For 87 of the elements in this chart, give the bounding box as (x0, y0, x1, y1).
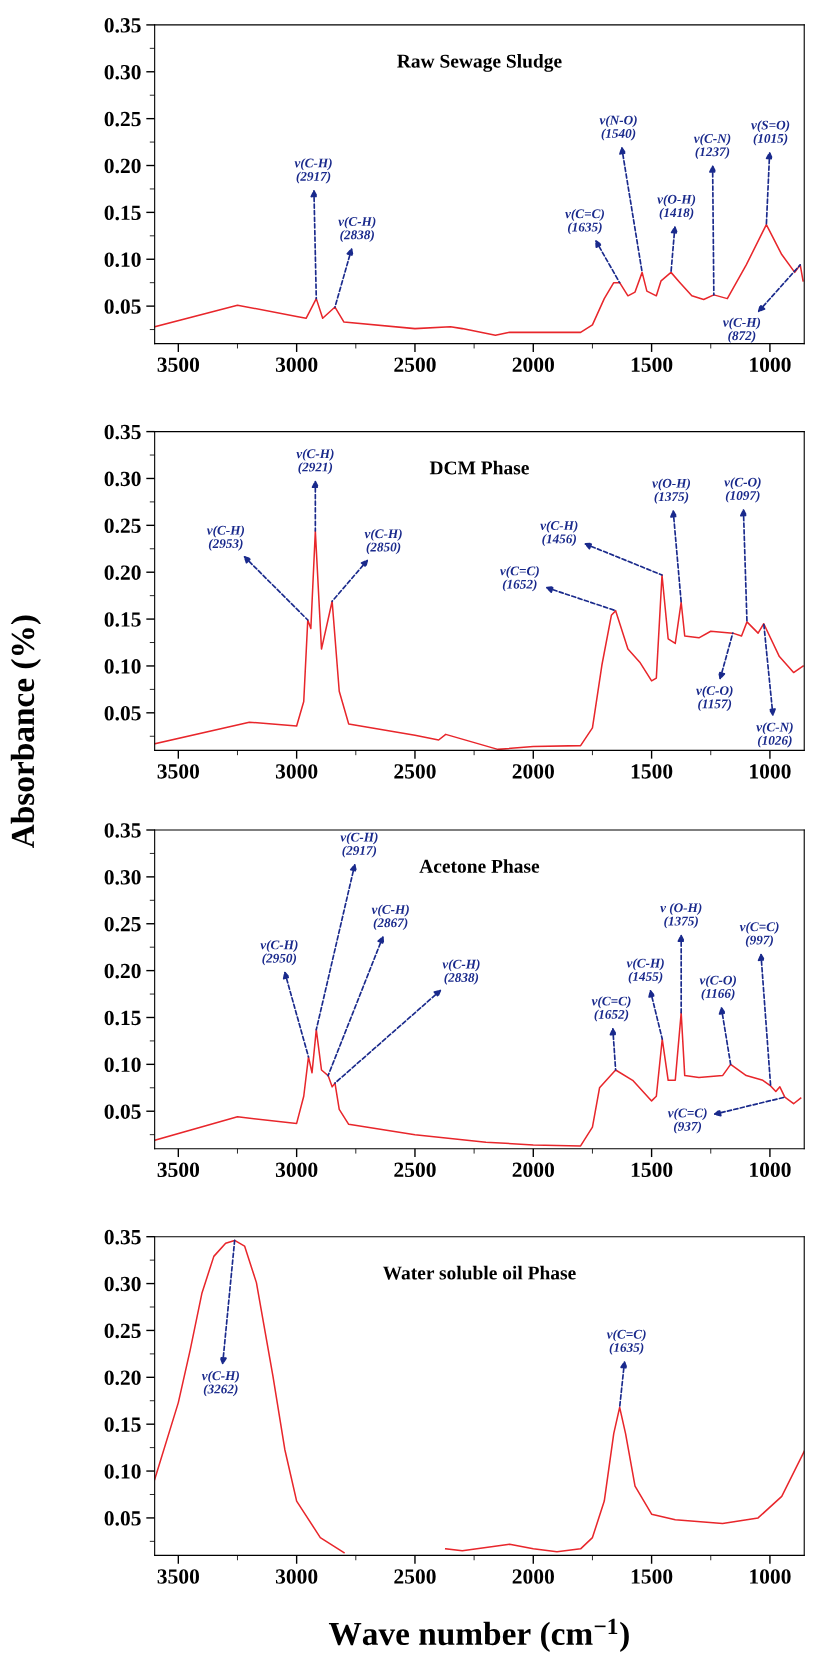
annotation: v(C-H) (2921) (296, 448, 334, 475)
y-tick-label: 0.20 (104, 565, 141, 580)
x-tick-label: 3500 (157, 1569, 200, 1584)
y-tick-label: 0.05 (104, 1511, 141, 1526)
annotation: v(C=C) (1652) (591, 996, 631, 1022)
y-tick-label: 0.25 (104, 1323, 141, 1339)
x-tick-label: 2500 (394, 764, 436, 779)
annotation: v(C=C) (1652) (500, 566, 539, 592)
annotation: v(C-H) (2917) (294, 158, 332, 184)
annotation: v(C=C) (937) (667, 1108, 707, 1134)
x-axis-title: Wave number (cm$^{−1}$) (328, 1618, 629, 1652)
annotation: v(O-H) (1375) (652, 478, 691, 504)
annotation: v(O-H) (1418) (657, 194, 696, 220)
x-tick-label: 1000 (750, 357, 791, 372)
y-tick-label: 0.15 (104, 612, 141, 627)
annotation: v(N-O) (1540) (599, 115, 637, 141)
y-tick-label: 0.25 (104, 916, 141, 932)
y-tick-label: 0.15 (104, 1417, 141, 1432)
x-tick-label: 2000 (512, 1569, 554, 1584)
y-tick-label: 0.35 (104, 823, 141, 838)
x-tick-label: 3500 (157, 357, 200, 372)
text: Acetone Phase (419, 859, 540, 873)
x-tick-label: 1500 (631, 764, 673, 779)
annotation: v(C-N) (1237) (693, 133, 731, 159)
annotation: v(C-H) (2850) (364, 528, 402, 555)
annotation: v(C-H) (2917) (340, 832, 378, 858)
annotation: v(C-H) (872) (722, 317, 761, 343)
x-tick-label: 3500 (157, 1162, 200, 1178)
x-tick-label: 1000 (750, 764, 791, 779)
annotation: v(C-O) (1166) (699, 975, 736, 1001)
text: DCM Phase (429, 460, 529, 475)
annotation: v(C=C) (997) (739, 921, 779, 948)
text: Raw Sewage Sludge (397, 54, 562, 72)
x-tick-label: 2500 (394, 357, 436, 372)
y-tick-label: 0.30 (104, 471, 141, 487)
x-tick-label: 1500 (631, 1162, 673, 1178)
y-tick-label: 0.25 (104, 111, 141, 127)
x-tick-label: 2500 (394, 1162, 436, 1178)
y-tick-label: 0.20 (104, 1370, 141, 1386)
y-tick-label: 0.30 (104, 870, 141, 885)
annotation: v(C-N) (1026) (756, 722, 793, 748)
y-tick-label: 0.20 (104, 963, 141, 979)
y-tick-label: 0.15 (104, 205, 141, 221)
y-tick-label: 0.35 (104, 1229, 141, 1245)
x-tick-label: 2000 (512, 764, 554, 779)
x-tick-label: 3000 (275, 357, 318, 372)
annotation: v(C-H) (1455) (626, 958, 664, 984)
annotation: v (O-H) (1375) (660, 902, 702, 929)
x-tick-label: 3000 (275, 764, 318, 779)
x-tick-label: 3000 (275, 1162, 318, 1178)
y-axis-title: Absorbance (%) (10, 615, 41, 848)
y-tick-label: 0.10 (104, 1464, 141, 1479)
y-tick-label: 0.05 (104, 299, 141, 314)
y-tick-label: 0.05 (104, 1104, 141, 1119)
annotation: v(C-H) (1456) (540, 520, 578, 547)
x-tick-label: 1500 (631, 1569, 673, 1584)
annotation: v(C-H) (2950) (260, 940, 298, 966)
y-tick-label: 0.10 (104, 252, 141, 268)
annotation: v(C-H) (2867) (371, 904, 409, 930)
y-tick-label: 0.05 (104, 705, 141, 721)
x-tick-label: 1500 (631, 357, 673, 372)
annotation: v(C-H) (2838) (442, 959, 480, 985)
y-tick-label: 0.25 (104, 518, 141, 534)
text: Water soluble oil Phase (382, 1265, 576, 1280)
y-tick-label: 0.30 (104, 1276, 141, 1292)
annotation: v(S=O) (1015) (751, 120, 790, 146)
annotation: v(C-O) (1157) (696, 685, 733, 712)
x-tick-label: 1000 (750, 1162, 791, 1178)
annotation: v(C-O) (1097) (724, 477, 761, 503)
y-tick-label: 0.15 (104, 1010, 141, 1026)
y-tick-label: 0.10 (104, 1057, 141, 1073)
x-tick-label: 1000 (750, 1569, 791, 1584)
x-tick-label: 2000 (512, 1162, 554, 1178)
annotation: v(C-H) (3262) (201, 1370, 239, 1397)
x-tick-label: 2000 (512, 357, 554, 372)
x-tick-label: 3000 (275, 1569, 318, 1584)
x-tick-label: 2500 (394, 1569, 436, 1584)
y-tick-label: 0.20 (104, 158, 141, 174)
y-tick-label: 0.30 (104, 64, 141, 80)
annotation: v(C-H) (2953) (206, 525, 245, 551)
y-tick-label: 0.10 (104, 659, 141, 674)
x-tick-label: 3500 (157, 764, 200, 779)
y-tick-label: 0.35 (104, 18, 141, 33)
annotation: v(C=C) (1635) (606, 1329, 646, 1355)
y-tick-label: 0.35 (104, 424, 141, 440)
annotation: v(C-H) (2838) (338, 216, 376, 242)
annotation: v(C=C) (1635) (565, 208, 604, 235)
